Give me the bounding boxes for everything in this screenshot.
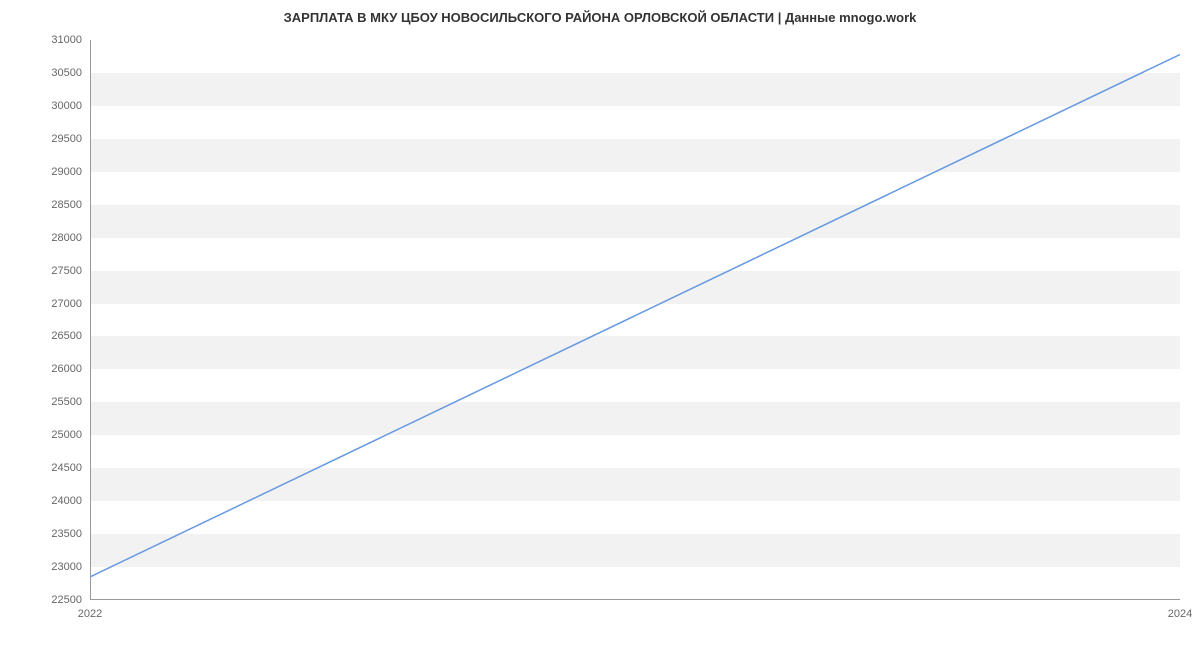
y-tick-label: 30000 [32, 100, 82, 112]
y-tick-label: 29500 [32, 133, 82, 145]
y-tick-label: 28000 [32, 232, 82, 244]
x-tick-label: 2022 [78, 608, 102, 620]
y-tick-label: 23500 [32, 528, 82, 540]
y-tick-label: 24500 [32, 462, 82, 474]
y-tick-label: 27000 [32, 298, 82, 310]
chart-title: ЗАРПЛАТА В МКУ ЦБОУ НОВОСИЛЬСКОГО РАЙОНА… [0, 0, 1200, 25]
y-tick-label: 25500 [32, 396, 82, 408]
y-tick-label: 31000 [32, 34, 82, 46]
y-tick-label: 25000 [32, 429, 82, 441]
y-tick-label: 26500 [32, 330, 82, 342]
y-tick-label: 24000 [32, 495, 82, 507]
y-tick-label: 22500 [32, 594, 82, 606]
x-tick-label: 2024 [1168, 608, 1192, 620]
y-tick-label: 28500 [32, 199, 82, 211]
y-tick-label: 30500 [32, 67, 82, 79]
y-tick-label: 23000 [32, 561, 82, 573]
y-tick-label: 27500 [32, 265, 82, 277]
data-line [90, 54, 1180, 576]
data-line-svg [90, 40, 1180, 600]
chart-container: 2250023000235002400024500250002550026000… [90, 40, 1180, 600]
y-tick-label: 29000 [32, 166, 82, 178]
y-tick-label: 26000 [32, 363, 82, 375]
